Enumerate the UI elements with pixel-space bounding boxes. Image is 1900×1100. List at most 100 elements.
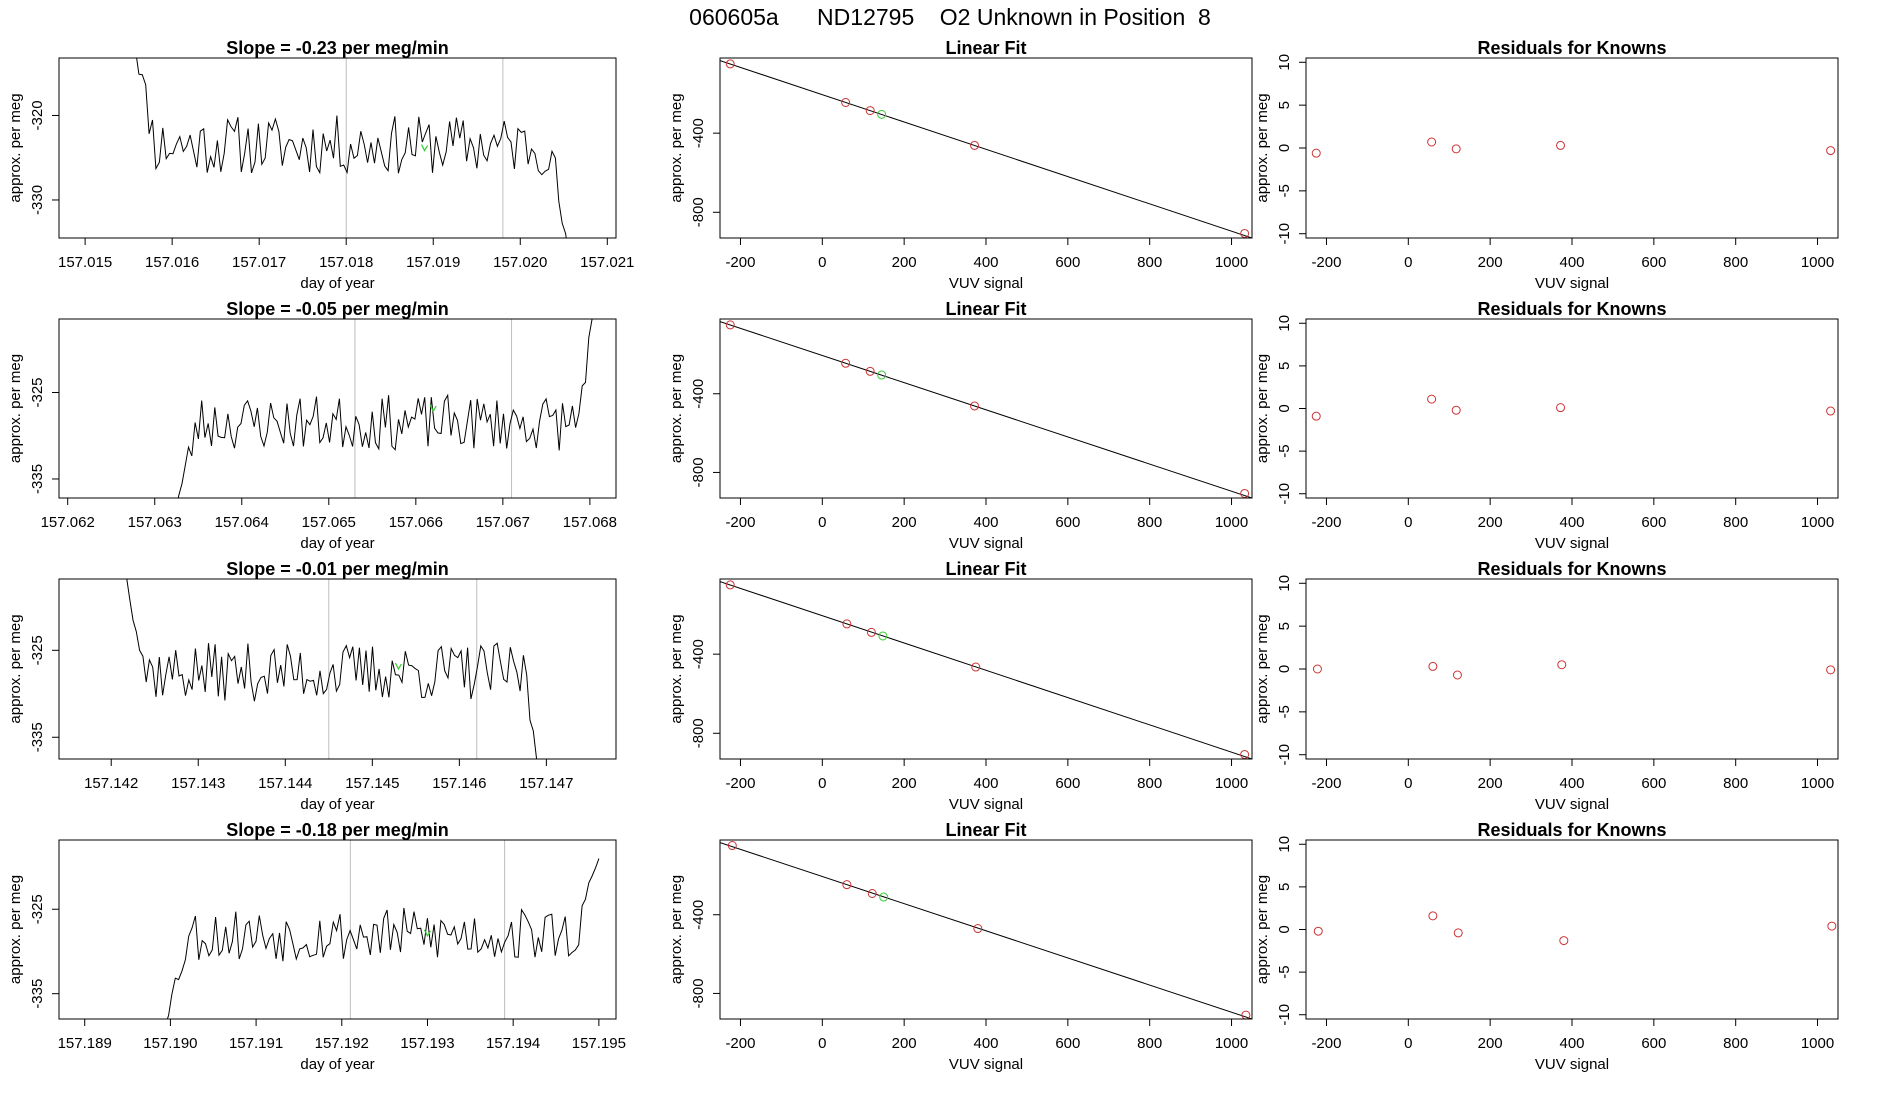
plot-frame bbox=[1305, 318, 1839, 499]
fit-line bbox=[720, 842, 1252, 1019]
known-point bbox=[865, 106, 875, 116]
plot-area bbox=[720, 320, 1252, 498]
y-tick-label: -10 bbox=[1276, 483, 1293, 505]
plot-area bbox=[720, 59, 1252, 238]
known-point bbox=[1240, 749, 1250, 759]
residual-point bbox=[1311, 148, 1321, 158]
unknown-point bbox=[878, 631, 888, 641]
panel-3: Residuals for Knowns VUV signal approx. pe… bbox=[1254, 38, 1839, 292]
y-tick-label: -320 bbox=[29, 100, 46, 130]
y-tick-label: 5 bbox=[1276, 883, 1293, 891]
x-tick-label: 200 bbox=[892, 775, 917, 792]
panel-8: Linear Fit VUV signal approx. per meg -200 0… bbox=[668, 559, 1253, 813]
residual-point bbox=[1451, 405, 1461, 415]
y-axis-label: approx. per meg bbox=[1254, 354, 1271, 463]
x-axis-label: VUV signal bbox=[949, 275, 1023, 292]
y-tick-label: -325 bbox=[29, 377, 46, 407]
residual-point bbox=[1556, 403, 1566, 413]
x-tick-label: 600 bbox=[1055, 254, 1080, 271]
y-tick-label: -10 bbox=[1276, 223, 1293, 245]
fit-line bbox=[720, 60, 1252, 238]
known-point bbox=[725, 580, 735, 590]
known-point bbox=[727, 841, 737, 851]
x-tick-label: 157.146 bbox=[432, 775, 486, 792]
panel-title: Slope = -0.18 per meg/min bbox=[226, 820, 449, 840]
x-axis-label: day of year bbox=[300, 796, 374, 813]
residual-point bbox=[1427, 394, 1437, 404]
y-axis-label: approx. per meg bbox=[7, 93, 24, 202]
known-point bbox=[1241, 1010, 1251, 1019]
x-tick-label: 200 bbox=[1478, 514, 1503, 531]
x-tick-label: 157.068 bbox=[563, 514, 617, 531]
y-tick-label: -5 bbox=[1276, 444, 1293, 457]
x-axis-label: day of year bbox=[300, 535, 374, 552]
x-tick-label: 157.189 bbox=[58, 1035, 112, 1052]
known-point bbox=[970, 401, 980, 411]
x-axis-label: VUV signal bbox=[949, 1056, 1023, 1073]
x-tick-label: 800 bbox=[1723, 1035, 1748, 1052]
x-tick-label: 157.021 bbox=[580, 254, 634, 271]
residual-point bbox=[1453, 928, 1463, 938]
y-tick-label: -325 bbox=[29, 635, 46, 665]
x-tick-label: 157.063 bbox=[128, 514, 182, 531]
residual-point bbox=[1826, 665, 1836, 675]
residual-point bbox=[1557, 660, 1567, 670]
x-tick-label: 157.144 bbox=[258, 775, 312, 792]
unknown-segment bbox=[394, 662, 402, 671]
y-tick-label: -400 bbox=[690, 379, 707, 409]
x-tick-label: 400 bbox=[1559, 254, 1584, 271]
panel-title: Linear Fit bbox=[945, 820, 1026, 840]
x-axis-label: VUV signal bbox=[1535, 535, 1609, 552]
y-tick-label: 10 bbox=[1276, 575, 1293, 592]
plot-frame bbox=[719, 839, 1253, 1020]
known-point bbox=[842, 880, 852, 890]
y-axis-label: approx. per meg bbox=[668, 354, 685, 463]
y-tick-label: 0 bbox=[1276, 665, 1293, 673]
residual-point bbox=[1428, 661, 1438, 671]
y-tick-label: -400 bbox=[690, 639, 707, 669]
plot-frame bbox=[58, 578, 617, 760]
x-tick-label: 0 bbox=[1404, 775, 1412, 792]
unknown-segment bbox=[420, 144, 429, 152]
residual-point bbox=[1451, 144, 1461, 154]
known-point bbox=[867, 889, 877, 899]
x-tick-label: 800 bbox=[1137, 1035, 1162, 1052]
x-tick-label: 1000 bbox=[1801, 775, 1834, 792]
x-tick-label: 157.019 bbox=[406, 254, 460, 271]
x-tick-label: 0 bbox=[818, 514, 826, 531]
y-tick-label: 10 bbox=[1276, 54, 1293, 71]
x-tick-label: 400 bbox=[1559, 514, 1584, 531]
known-point bbox=[971, 662, 981, 672]
plot-area bbox=[136, 58, 567, 238]
x-tick-label: 157.191 bbox=[229, 1035, 283, 1052]
y-tick-label: 0 bbox=[1276, 404, 1293, 412]
x-axis-label: day of year bbox=[300, 1056, 374, 1073]
y-axis-label: approx. per meg bbox=[668, 93, 685, 202]
x-tick-label: 800 bbox=[1137, 775, 1162, 792]
x-tick-label: 1000 bbox=[1215, 254, 1248, 271]
plot-area bbox=[1311, 137, 1836, 158]
plot-frame bbox=[1305, 57, 1839, 239]
y-tick-label: -800 bbox=[690, 718, 707, 748]
x-tick-label: 157.195 bbox=[572, 1035, 626, 1052]
y-axis-label: approx. per meg bbox=[1254, 614, 1271, 723]
y-tick-label: 0 bbox=[1276, 925, 1293, 933]
x-tick-label: 600 bbox=[1641, 1035, 1666, 1052]
panel-7: Slope = -0.01 per meg/min day of year appr… bbox=[7, 559, 617, 813]
x-tick-label: 157.065 bbox=[302, 514, 356, 531]
x-tick-label: 800 bbox=[1137, 254, 1162, 271]
residual-point bbox=[1313, 926, 1323, 936]
y-tick-label: 10 bbox=[1276, 315, 1293, 332]
panel-title: Linear Fit bbox=[945, 38, 1026, 58]
x-tick-label: 1000 bbox=[1215, 514, 1248, 531]
known-point bbox=[865, 366, 875, 376]
plot-area bbox=[720, 841, 1252, 1019]
residual-point bbox=[1428, 911, 1438, 921]
x-tick-label: 157.147 bbox=[519, 775, 573, 792]
y-tick-label: 5 bbox=[1276, 101, 1293, 109]
x-tick-label: 0 bbox=[1404, 514, 1412, 531]
y-tick-label: -5 bbox=[1276, 184, 1293, 197]
x-tick-label: 200 bbox=[1478, 775, 1503, 792]
residual-point bbox=[1559, 936, 1569, 946]
x-tick-label: 600 bbox=[1641, 514, 1666, 531]
